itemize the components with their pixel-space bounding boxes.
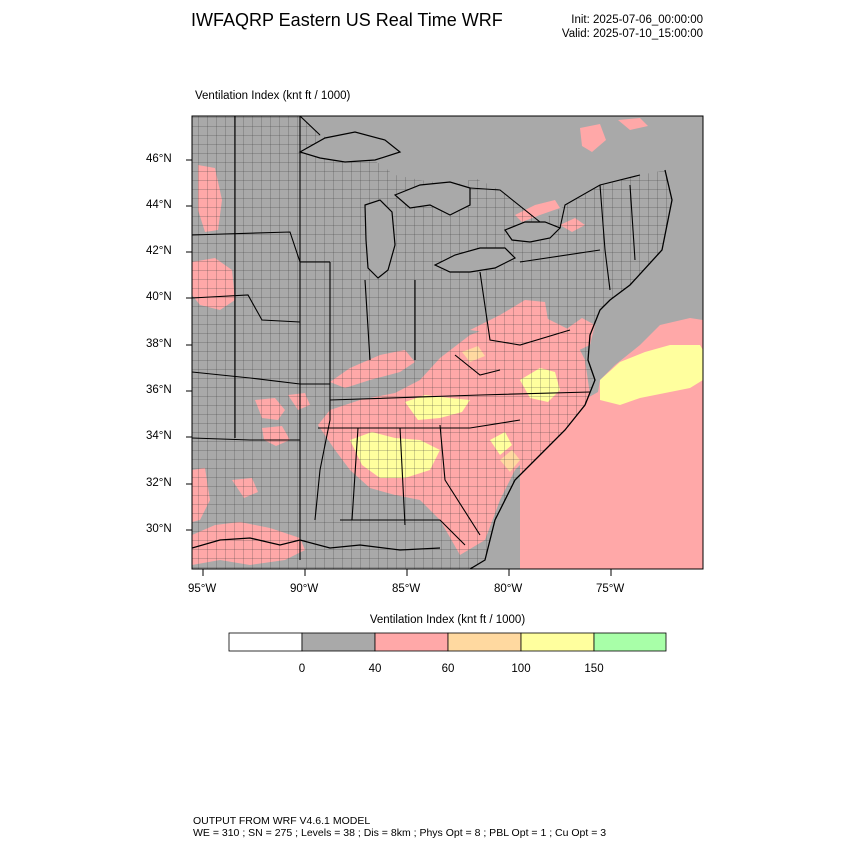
lat-label-32n: 32°N	[146, 477, 172, 489]
legend-label-40: 40	[368, 663, 382, 675]
legend-box-1	[301, 632, 376, 652]
valid-time: Valid: 2025-07-10_15:00:00	[561, 28, 703, 40]
lon-label-80w: 80°W	[494, 583, 523, 595]
lon-label-90w: 90°W	[290, 583, 319, 595]
lat-label-40n: 40°N	[146, 291, 172, 303]
lon-label-75w: 75°W	[596, 583, 625, 595]
lon-label-85w: 85°W	[392, 583, 421, 595]
model-info-line1: OUTPUT FROM WRF V4.6.1 MODEL	[193, 815, 371, 827]
legend-colorbar	[228, 632, 667, 652]
model-info-line2: WE = 310 ; SN = 275 ; Levels = 38 ; Dis …	[193, 827, 607, 839]
map-frame	[191, 115, 704, 570]
legend-box-5	[593, 632, 667, 652]
lat-label-38n: 38°N	[146, 338, 172, 350]
legend-label-0: 0	[298, 663, 306, 675]
lat-label-46n: 46°N	[146, 153, 172, 165]
legend-title: Ventilation Index (knt ft / 1000)	[369, 614, 526, 626]
gulf-coastline	[192, 537, 441, 551]
legend-box-2	[374, 632, 449, 652]
latitude-ticks	[186, 159, 192, 531]
state-boundaries	[192, 116, 636, 560]
legend-box-0	[228, 632, 303, 652]
lat-label-36n: 36°N	[146, 384, 172, 396]
legend-label-100: 100	[511, 663, 531, 675]
legend-label-60: 60	[441, 663, 455, 675]
legend-box-4	[520, 632, 595, 652]
plot-title: IWFAQRP Eastern US Real Time WRF	[191, 10, 503, 30]
legend-label-150: 150	[584, 663, 604, 675]
lat-label-30n: 30°N	[146, 523, 172, 535]
lat-label-34n: 34°N	[146, 430, 172, 442]
legend-box-3	[447, 632, 522, 652]
lon-label-95w: 95°W	[188, 583, 217, 595]
init-time: Init: 2025-07-06_00:00:00	[571, 14, 703, 26]
canada-border	[299, 116, 641, 229]
great-lakes	[298, 131, 562, 279]
coastline	[469, 169, 673, 569]
lat-label-42n: 42°N	[146, 245, 172, 257]
field-label: Ventilation Index (knt ft / 1000)	[195, 90, 351, 102]
longitude-ticks	[202, 569, 612, 576]
lat-label-44n: 44°N	[146, 199, 172, 211]
